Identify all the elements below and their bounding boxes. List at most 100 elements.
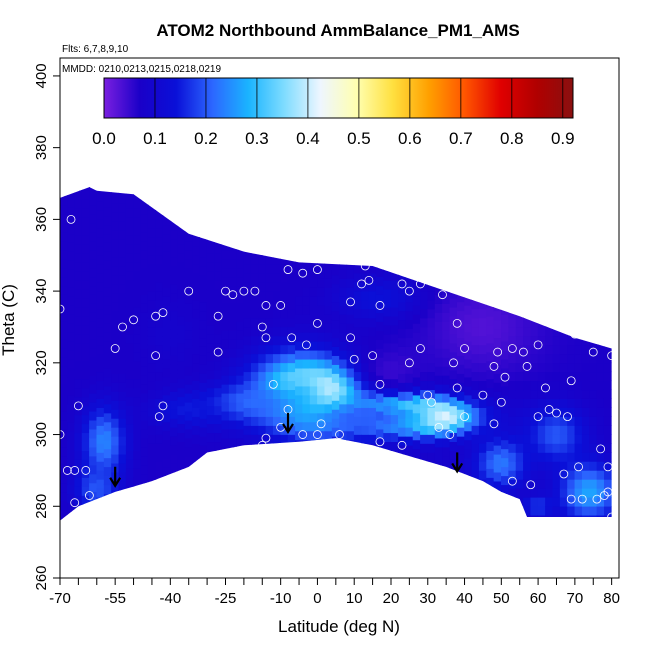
heatmap-cell <box>331 436 340 446</box>
sample-point <box>533 412 543 422</box>
heatmap-cell <box>478 425 487 435</box>
heatmap-cell <box>81 387 90 398</box>
heatmap-cell <box>515 461 524 471</box>
heatmap-cell <box>177 271 186 281</box>
colorbar-tick-label: 0.3 <box>245 129 269 148</box>
heatmap-cell <box>493 400 502 410</box>
heatmap-cell <box>581 389 590 399</box>
heatmap-cell <box>449 324 458 335</box>
heatmap-cell <box>398 373 406 383</box>
heatmap-cell <box>250 380 259 391</box>
heatmap-cell <box>177 405 186 416</box>
heatmap-cell <box>67 287 76 297</box>
heatmap-cell <box>214 262 223 272</box>
heatmap-cell <box>184 401 193 412</box>
heatmap-cell <box>574 416 583 426</box>
heatmap-cell <box>493 436 502 446</box>
sample-point <box>404 358 414 368</box>
heatmap-cell <box>559 497 568 507</box>
heatmap-cell <box>398 400 406 410</box>
sample-point <box>496 397 506 407</box>
heatmap-cell <box>96 219 105 229</box>
heatmap-cell <box>125 378 134 389</box>
heatmap-cell <box>177 315 186 326</box>
heatmap-cell <box>471 344 480 355</box>
heatmap-cell <box>192 425 201 435</box>
heatmap-cell <box>258 245 267 256</box>
heatmap-cell <box>60 187 68 197</box>
heatmap-cell <box>162 287 171 297</box>
heatmap-cell <box>118 364 127 374</box>
heatmap-cell <box>214 351 223 362</box>
sample-point <box>533 340 543 350</box>
heatmap-cell <box>81 486 90 496</box>
heatmap-cell <box>228 330 237 340</box>
heatmap-cell <box>177 378 186 389</box>
heatmap-cell <box>206 387 215 398</box>
sample-point <box>397 279 407 289</box>
heatmap-cell <box>567 407 576 417</box>
heatmap-cell <box>478 317 487 328</box>
heatmap-cell <box>74 468 83 478</box>
heatmap-cell <box>471 407 480 417</box>
heatmap-cell <box>574 389 583 399</box>
heatmap-cell <box>567 389 576 399</box>
heatmap-cell <box>206 235 215 245</box>
heatmap-cell <box>493 453 502 464</box>
heatmap-cell <box>250 371 259 382</box>
heatmap-cell <box>287 335 296 346</box>
heatmap-cell <box>133 306 142 317</box>
heatmap-cell <box>147 219 156 229</box>
heatmap-cell <box>118 400 127 410</box>
heatmap-cell <box>236 303 245 313</box>
heatmap-cell <box>339 269 348 279</box>
heatmap-cell <box>515 326 524 337</box>
heatmap-cell <box>361 290 370 301</box>
heatmap-cell <box>89 473 98 484</box>
heatmap-cell <box>309 323 318 333</box>
heatmap-cell <box>324 305 333 315</box>
sample-point <box>570 329 580 339</box>
heatmap-cell <box>353 389 362 399</box>
heatmap-cell <box>199 229 208 240</box>
heatmap-cell <box>383 289 392 299</box>
sample-point <box>438 290 447 300</box>
heatmap-cell <box>155 326 164 337</box>
heatmap-cell <box>103 233 112 243</box>
heatmap-cell <box>464 341 473 351</box>
heatmap-cell <box>537 371 546 382</box>
heatmap-cell <box>449 280 458 290</box>
heatmap-cell <box>177 468 186 478</box>
heatmap-cell <box>199 301 208 312</box>
heatmap-cell <box>184 366 193 376</box>
heatmap-cell <box>140 240 149 251</box>
x-tick-label: 40 <box>456 590 473 607</box>
heatmap-cell <box>273 371 281 382</box>
sample-point <box>445 430 455 439</box>
heatmap-cell <box>103 412 112 423</box>
heatmap-cell <box>258 308 267 319</box>
heatmap-cell <box>162 412 171 423</box>
heatmap-cell <box>81 405 90 416</box>
heatmap-cell <box>133 217 142 227</box>
heatmap-cell <box>199 256 208 267</box>
heatmap-cell <box>133 253 142 263</box>
heatmap-cell <box>280 326 289 337</box>
heatmap-cell <box>177 423 186 434</box>
heatmap-cell <box>192 335 201 346</box>
heatmap-cell <box>221 375 230 385</box>
heatmap-cell <box>265 335 274 346</box>
heatmap-cell <box>118 391 127 401</box>
heatmap-cell <box>81 414 90 425</box>
heatmap-cell <box>236 267 245 278</box>
heatmap-cell <box>589 452 598 462</box>
heatmap-cell <box>140 401 149 412</box>
heatmap-cell <box>449 297 458 308</box>
heatmap-cell <box>471 416 480 426</box>
heatmap-cell <box>545 470 554 480</box>
heatmap-cell <box>361 299 370 310</box>
heatmap-cell <box>228 249 237 260</box>
heatmap-cell <box>390 289 399 299</box>
heatmap-cell <box>501 430 509 441</box>
heatmap-cell <box>89 276 98 287</box>
